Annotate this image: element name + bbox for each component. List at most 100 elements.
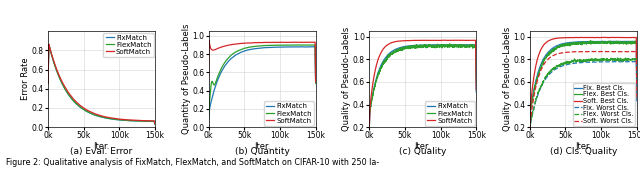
Flex. Best Cls. bbox=[572, 42, 579, 44]
FlexMatch bbox=[294, 44, 302, 46]
FlexMatch bbox=[52, 69, 60, 71]
FlexMatch bbox=[205, 116, 212, 118]
SoftMatch bbox=[312, 81, 319, 83]
Legend: Fix. Best Cls., Flex. Best Cls., Soft. Best Cls., Fix. Worst Cls., Flex. Worst C: Fix. Best Cls., Flex. Best Cls., Soft. B… bbox=[573, 83, 636, 126]
FlexMatch bbox=[45, 43, 52, 45]
SoftMatch bbox=[105, 117, 113, 119]
SoftMatch bbox=[90, 112, 97, 114]
Line: Flex. Worst Cls.: Flex. Worst Cls. bbox=[530, 58, 637, 138]
Line: Fix. Worst Cls.: Fix. Worst Cls. bbox=[530, 62, 637, 137]
Text: (c) Quality: (c) Quality bbox=[399, 147, 446, 156]
FixMatch bbox=[205, 118, 212, 120]
Line: Soft. Worst Cls.: Soft. Worst Cls. bbox=[530, 52, 637, 136]
FlexMatch bbox=[44, 82, 52, 84]
FlexMatch bbox=[415, 45, 422, 48]
SoftMatch bbox=[250, 42, 258, 44]
FixMatch bbox=[250, 48, 258, 50]
FlexMatch bbox=[151, 123, 159, 125]
FlexMatch bbox=[312, 82, 319, 84]
Line: FlexMatch: FlexMatch bbox=[369, 44, 476, 126]
Line: Fix. Best Cls.: Fix. Best Cls. bbox=[530, 41, 637, 130]
Fix. Worst Cls. bbox=[534, 93, 542, 95]
Line: Soft. Best Cls.: Soft. Best Cls. bbox=[530, 37, 637, 130]
Soft. Worst Cls. bbox=[538, 66, 546, 68]
Flex. Worst Cls. bbox=[538, 82, 546, 84]
SoftMatch bbox=[378, 50, 386, 52]
Flex. Worst Cls. bbox=[587, 58, 595, 60]
SoftMatch bbox=[426, 39, 434, 41]
Y-axis label: Quality of Pseudo-Labels: Quality of Pseudo-Labels bbox=[342, 27, 351, 131]
SoftMatch bbox=[442, 39, 449, 41]
Line: FixMatch: FixMatch bbox=[369, 45, 476, 132]
FlexMatch bbox=[57, 80, 65, 82]
Soft. Best Cls. bbox=[526, 129, 534, 131]
Flex. Best Cls. bbox=[587, 42, 595, 45]
Fix. Worst Cls. bbox=[587, 61, 595, 63]
X-axis label: Iter.: Iter. bbox=[415, 142, 431, 151]
Soft. Worst Cls. bbox=[589, 50, 596, 53]
Soft. Best Cls. bbox=[606, 36, 614, 38]
SoftMatch bbox=[252, 42, 260, 44]
Line: SoftMatch: SoftMatch bbox=[369, 40, 476, 131]
Soft. Worst Cls. bbox=[572, 51, 579, 53]
Fix. Worst Cls. bbox=[572, 62, 579, 64]
Flex. Worst Cls. bbox=[573, 60, 581, 62]
Soft. Best Cls. bbox=[538, 46, 546, 48]
FixMatch bbox=[415, 44, 422, 46]
SoftMatch bbox=[374, 60, 381, 62]
Soft. Worst Cls. bbox=[633, 96, 640, 98]
FixMatch bbox=[426, 44, 434, 46]
SoftMatch bbox=[92, 113, 100, 115]
Flex. Best Cls. bbox=[573, 42, 581, 44]
FlexMatch bbox=[378, 65, 386, 67]
SoftMatch bbox=[413, 39, 420, 41]
SoftMatch bbox=[45, 43, 52, 45]
X-axis label: Iter.: Iter. bbox=[575, 142, 591, 151]
FixMatch bbox=[449, 44, 457, 46]
Fix. Worst Cls. bbox=[526, 136, 534, 138]
Legend: FixMatch, FlexMatch, SoftMatch: FixMatch, FlexMatch, SoftMatch bbox=[424, 101, 475, 126]
FlexMatch bbox=[426, 44, 434, 46]
Fix. Best Cls. bbox=[633, 91, 640, 93]
Fix. Worst Cls. bbox=[538, 83, 546, 85]
Line: FixMatch: FixMatch bbox=[209, 47, 316, 119]
Flex. Best Cls. bbox=[534, 75, 542, 77]
FixMatch bbox=[252, 48, 260, 50]
Legend: FixMatch, FlexMatch, SoftMatch: FixMatch, FlexMatch, SoftMatch bbox=[264, 101, 314, 126]
Soft. Best Cls. bbox=[633, 89, 640, 91]
FixMatch bbox=[105, 118, 113, 120]
FixMatch bbox=[218, 71, 225, 73]
FixMatch bbox=[472, 91, 480, 93]
FlexMatch bbox=[266, 44, 273, 46]
SoftMatch bbox=[44, 82, 52, 84]
FlexMatch bbox=[254, 45, 262, 47]
Fix. Best Cls. bbox=[534, 72, 542, 74]
Flex. Best Cls. bbox=[633, 68, 640, 70]
X-axis label: Iter.: Iter. bbox=[254, 142, 270, 151]
Soft. Best Cls. bbox=[572, 36, 579, 38]
Soft. Best Cls. bbox=[534, 56, 542, 58]
FixMatch bbox=[312, 82, 319, 84]
SoftMatch bbox=[57, 78, 65, 80]
Fix. Best Cls. bbox=[573, 41, 581, 43]
Line: Flex. Best Cls.: Flex. Best Cls. bbox=[530, 41, 637, 133]
Soft. Worst Cls. bbox=[573, 51, 581, 53]
Line: FixMatch: FixMatch bbox=[48, 45, 155, 124]
Soft. Worst Cls. bbox=[587, 50, 595, 53]
SoftMatch bbox=[411, 39, 419, 41]
FixMatch bbox=[92, 114, 100, 116]
FlexMatch bbox=[413, 46, 420, 48]
Fix. Best Cls. bbox=[587, 41, 595, 43]
SoftMatch bbox=[365, 130, 373, 132]
FixMatch bbox=[365, 130, 373, 133]
SoftMatch bbox=[205, 39, 213, 42]
Fix. Worst Cls. bbox=[633, 102, 640, 104]
Fix. Best Cls. bbox=[538, 60, 546, 62]
Flex. Best Cls. bbox=[575, 42, 583, 44]
Text: (b) Quantity: (b) Quantity bbox=[235, 147, 289, 156]
FixMatch bbox=[94, 115, 102, 117]
Flex. Best Cls. bbox=[526, 132, 534, 134]
FixMatch bbox=[309, 46, 317, 48]
FixMatch bbox=[411, 44, 419, 46]
Fix. Worst Cls. bbox=[575, 62, 583, 64]
